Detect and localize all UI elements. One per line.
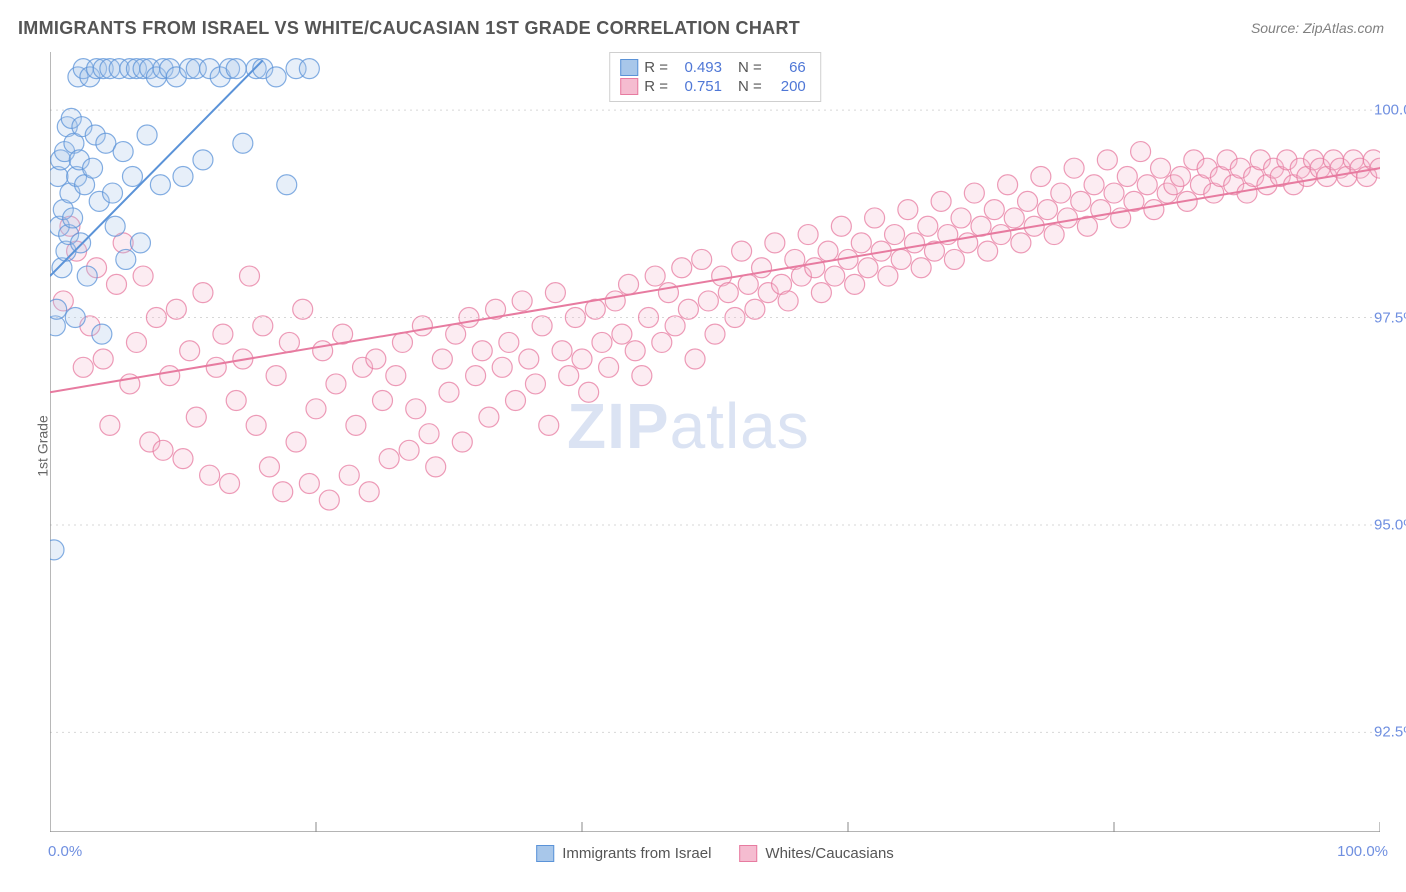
- stat-n-label: N =: [738, 59, 762, 76]
- legend-item-israel: Immigrants from Israel: [536, 845, 711, 862]
- stat-r-white: 0.751: [674, 78, 722, 95]
- y-tick-label: 95.0%: [1374, 516, 1406, 533]
- stat-r-label-2: R =: [644, 78, 668, 95]
- chart-title: IMMIGRANTS FROM ISRAEL VS WHITE/CAUCASIA…: [18, 18, 800, 39]
- chart-container: IMMIGRANTS FROM ISRAEL VS WHITE/CAUCASIA…: [0, 0, 1406, 892]
- y-tick-label: 100.0%: [1374, 102, 1406, 119]
- stats-legend-box: R = 0.493 N = 66 R = 0.751 N = 200: [609, 52, 821, 102]
- y-tick-label: 97.5%: [1374, 309, 1406, 326]
- scatter-svg: [50, 52, 1380, 832]
- swatch-israel: [620, 59, 638, 76]
- legend-item-white: Whites/Caucasians: [739, 845, 893, 862]
- x-tick-min: 0.0%: [48, 843, 82, 860]
- stats-row-white: R = 0.751 N = 200: [620, 77, 806, 96]
- source-label: Source: ZipAtlas.com: [1251, 20, 1384, 36]
- stat-n-israel: 66: [768, 59, 806, 76]
- bottom-legend: Immigrants from Israel Whites/Caucasians: [536, 845, 894, 862]
- stat-r-label: R =: [644, 59, 668, 76]
- swatch-white-2: [739, 845, 757, 862]
- legend-label-israel: Immigrants from Israel: [562, 845, 711, 862]
- x-tick-max: 100.0%: [1337, 843, 1388, 860]
- y-axis-label: 1st Grade: [35, 415, 51, 476]
- legend-label-white: Whites/Caucasians: [765, 845, 893, 862]
- swatch-israel-2: [536, 845, 554, 862]
- stats-row-israel: R = 0.493 N = 66: [620, 58, 806, 77]
- stat-r-israel: 0.493: [674, 59, 722, 76]
- y-tick-label: 92.5%: [1374, 724, 1406, 741]
- swatch-white: [620, 78, 638, 95]
- stat-n-white: 200: [768, 78, 806, 95]
- plot-area: ZIPatlas R = 0.493 N = 66 R = 0.751 N = …: [50, 52, 1380, 832]
- stat-n-label-2: N =: [738, 78, 762, 95]
